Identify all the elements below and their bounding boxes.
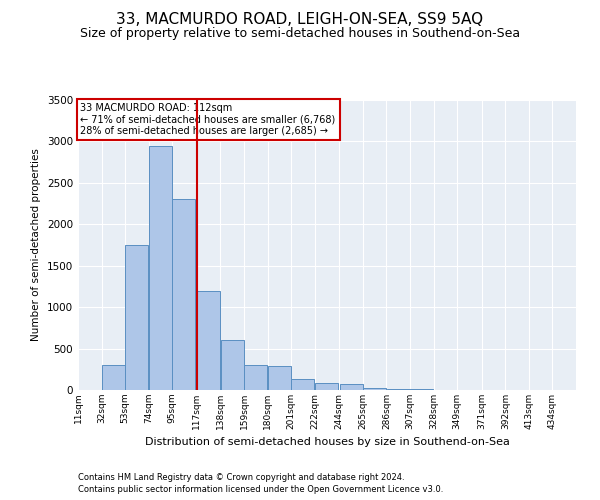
Bar bbox=[221, 340, 244, 390]
Text: Size of property relative to semi-detached houses in Southend-on-Sea: Size of property relative to semi-detach… bbox=[80, 28, 520, 40]
Bar bbox=[102, 365, 125, 390]
Text: Contains HM Land Registry data © Crown copyright and database right 2024.: Contains HM Land Registry data © Crown c… bbox=[78, 472, 404, 482]
Bar bbox=[340, 384, 362, 390]
Bar bbox=[315, 384, 338, 390]
Bar bbox=[268, 366, 291, 390]
Bar bbox=[363, 388, 386, 390]
Bar bbox=[197, 290, 220, 390]
Text: 33 MACMURDO ROAD: 112sqm
← 71% of semi-detached houses are smaller (6,768)
28% o: 33 MACMURDO ROAD: 112sqm ← 71% of semi-d… bbox=[80, 103, 336, 136]
Bar bbox=[172, 200, 196, 390]
Bar bbox=[244, 365, 267, 390]
Text: Contains public sector information licensed under the Open Government Licence v3: Contains public sector information licen… bbox=[78, 485, 443, 494]
Text: 33, MACMURDO ROAD, LEIGH-ON-SEA, SS9 5AQ: 33, MACMURDO ROAD, LEIGH-ON-SEA, SS9 5AQ bbox=[116, 12, 484, 28]
Bar bbox=[149, 146, 172, 390]
Bar bbox=[410, 389, 433, 390]
Y-axis label: Number of semi-detached properties: Number of semi-detached properties bbox=[31, 148, 41, 342]
Bar bbox=[125, 245, 148, 390]
X-axis label: Distribution of semi-detached houses by size in Southend-on-Sea: Distribution of semi-detached houses by … bbox=[145, 438, 509, 448]
Bar bbox=[387, 389, 410, 390]
Bar bbox=[292, 379, 314, 390]
